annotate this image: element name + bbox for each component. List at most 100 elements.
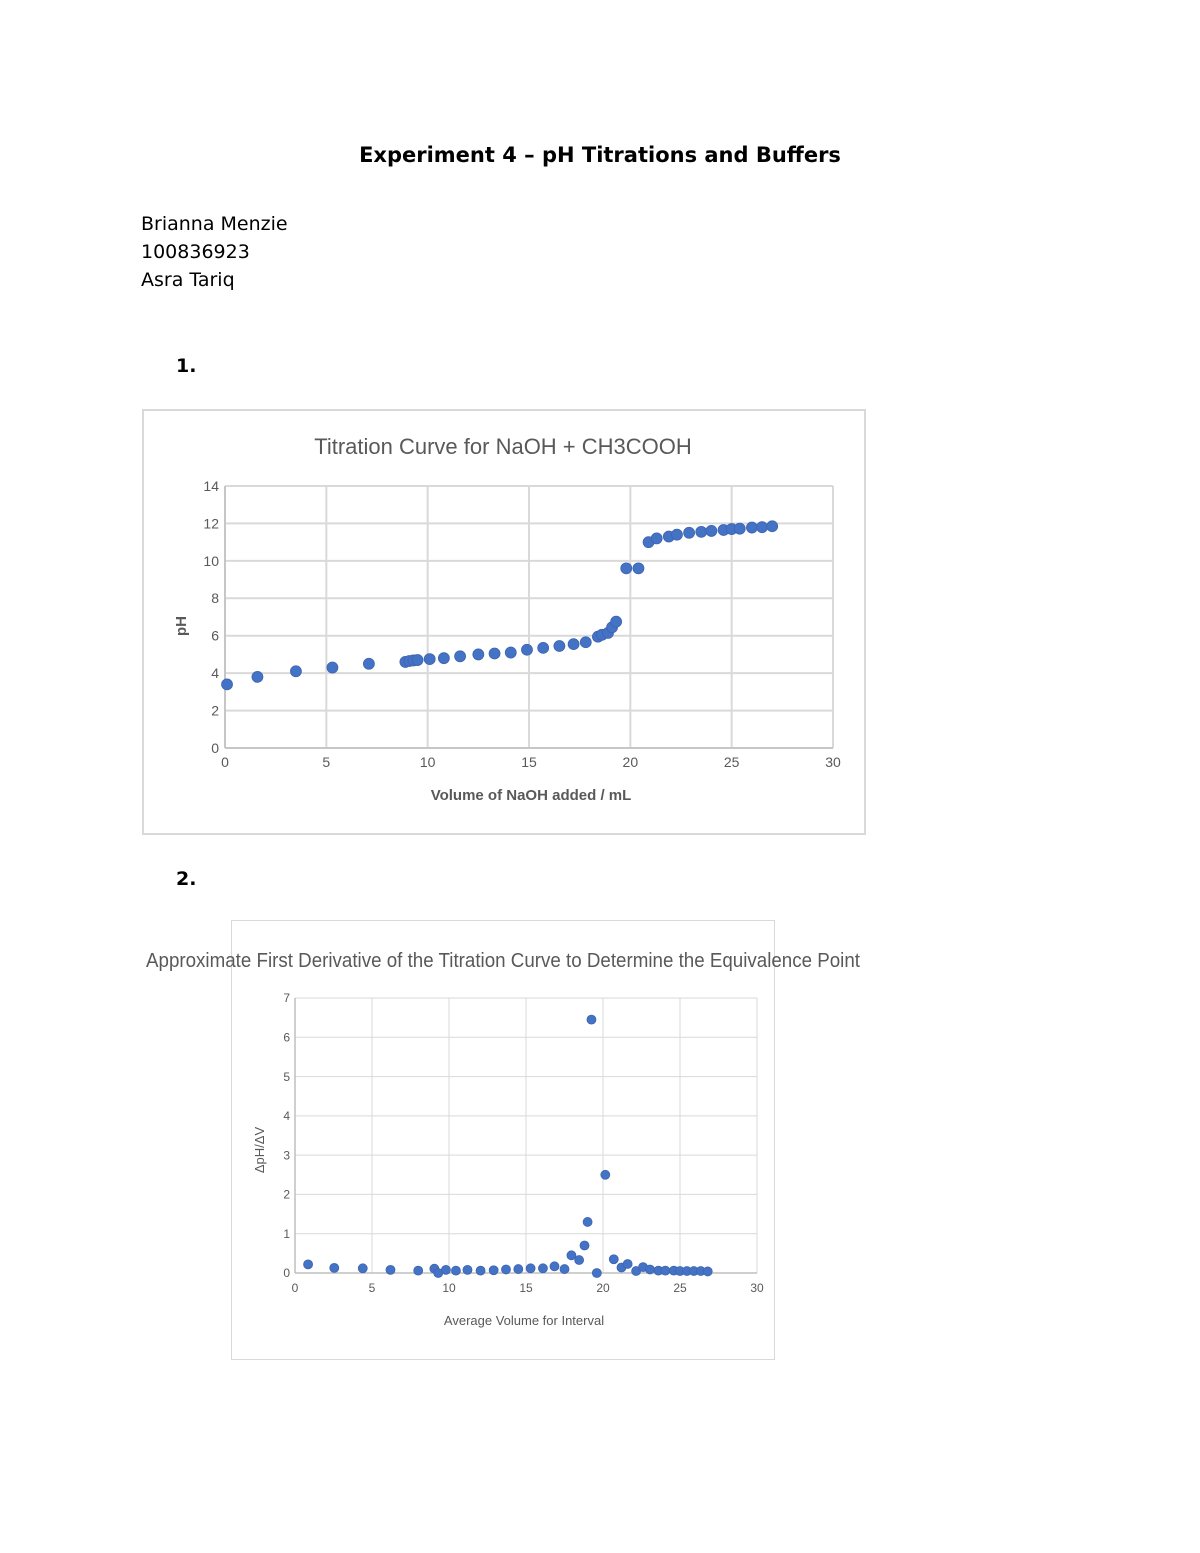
y-tick-label: 10 (203, 553, 219, 569)
y-tick-label: 1 (283, 1227, 290, 1241)
data-point (705, 525, 718, 537)
data-point (521, 643, 533, 656)
y-tick-label: 0 (211, 740, 219, 756)
x-tick-label: 0 (292, 1281, 299, 1295)
data-point (504, 646, 517, 659)
y-axis-label: ΔpH/ΔV (252, 1127, 267, 1174)
y-tick-label: 7 (283, 991, 290, 1005)
data-point (632, 562, 645, 575)
x-tick-label: 10 (442, 1281, 456, 1295)
data-point (620, 562, 633, 575)
data-point (574, 1255, 585, 1265)
data-point (766, 520, 779, 533)
data-point (290, 665, 302, 678)
data-point (733, 522, 746, 535)
data-point (660, 1265, 671, 1276)
data-point (600, 1169, 611, 1180)
document-title: Experiment 4 – pH Titrations and Buffers (359, 143, 841, 167)
student-number: 100836923 (141, 241, 250, 263)
data-point (413, 1265, 424, 1276)
chart-title: Approximate First Derivative of the Titr… (146, 950, 860, 972)
y-tick-label: 3 (283, 1148, 290, 1162)
data-point (326, 661, 339, 674)
data-point (645, 1264, 655, 1275)
data-point (454, 650, 466, 663)
data-point (586, 1014, 597, 1025)
x-tick-label: 20 (623, 754, 639, 770)
data-point (329, 1262, 340, 1273)
data-point (650, 532, 663, 545)
y-tick-label: 6 (211, 628, 219, 644)
x-tick-label: 25 (724, 754, 740, 770)
data-point (538, 1263, 548, 1274)
data-point (475, 1265, 486, 1276)
partner-name: Asra Tariq (141, 269, 235, 291)
x-tick-label: 5 (369, 1281, 376, 1295)
data-point (472, 648, 485, 661)
y-axis-label: pH (173, 616, 190, 636)
y-tick-label: 2 (283, 1188, 290, 1202)
data-point (610, 615, 623, 628)
x-tick-label: 30 (825, 754, 841, 770)
data-point (549, 1261, 560, 1272)
data-point (451, 1265, 461, 1276)
data-point (437, 652, 450, 665)
x-tick-label: 5 (322, 754, 330, 770)
data-point (251, 670, 264, 683)
chart-frame-1 (142, 409, 866, 835)
chart-title: Titration Curve for NaOH + CH3COOH (314, 434, 692, 459)
question-number-2: 2. (176, 868, 197, 890)
x-tick-label: 15 (519, 1281, 533, 1295)
x-tick-label: 0 (221, 754, 229, 770)
data-point (566, 1250, 577, 1261)
data-point (622, 1259, 633, 1269)
y-tick-label: 14 (203, 478, 219, 494)
data-point (579, 1240, 590, 1251)
x-axis-label: Volume of NaOH added / mL (431, 787, 632, 804)
x-tick-label: 10 (420, 754, 436, 770)
data-point (357, 1263, 368, 1274)
data-point (411, 654, 424, 666)
data-point (385, 1264, 396, 1275)
data-point (362, 657, 375, 670)
data-point (441, 1264, 451, 1275)
y-tick-label: 4 (283, 1109, 290, 1123)
x-axis-label: Average Volume for Interval (444, 1313, 604, 1328)
question-number-1: 1. (176, 355, 197, 377)
data-point (488, 1265, 499, 1276)
y-tick-label: 12 (203, 515, 219, 531)
x-tick-label: 25 (673, 1281, 687, 1295)
data-point (221, 678, 233, 691)
data-point (488, 647, 501, 660)
data-point (559, 1264, 570, 1274)
chart-frame-2 (231, 920, 775, 1360)
data-point (702, 1266, 713, 1277)
data-point (303, 1259, 313, 1270)
data-point (525, 1263, 536, 1274)
y-tick-label: 2 (211, 702, 219, 718)
data-point (501, 1264, 511, 1275)
data-point (591, 1268, 602, 1278)
data-point (579, 636, 592, 649)
data-point (582, 1217, 593, 1227)
author-info: Brianna Menzie 100836923 Asra Tariq (141, 210, 288, 294)
data-point (567, 638, 580, 651)
author-name: Brianna Menzie (141, 213, 288, 235)
y-tick-label: 4 (211, 665, 219, 681)
y-tick-label: 5 (283, 1070, 290, 1084)
data-point (462, 1264, 473, 1275)
x-tick-label: 30 (750, 1281, 764, 1295)
y-tick-label: 0 (283, 1266, 290, 1280)
x-tick-label: 15 (521, 754, 537, 770)
data-point (537, 641, 550, 654)
data-point (423, 653, 436, 666)
data-point (683, 526, 696, 539)
data-point (553, 640, 566, 652)
data-point (608, 1254, 619, 1265)
data-point (671, 528, 683, 541)
data-point (513, 1264, 524, 1274)
y-tick-label: 8 (211, 590, 219, 606)
x-tick-label: 20 (596, 1281, 610, 1295)
